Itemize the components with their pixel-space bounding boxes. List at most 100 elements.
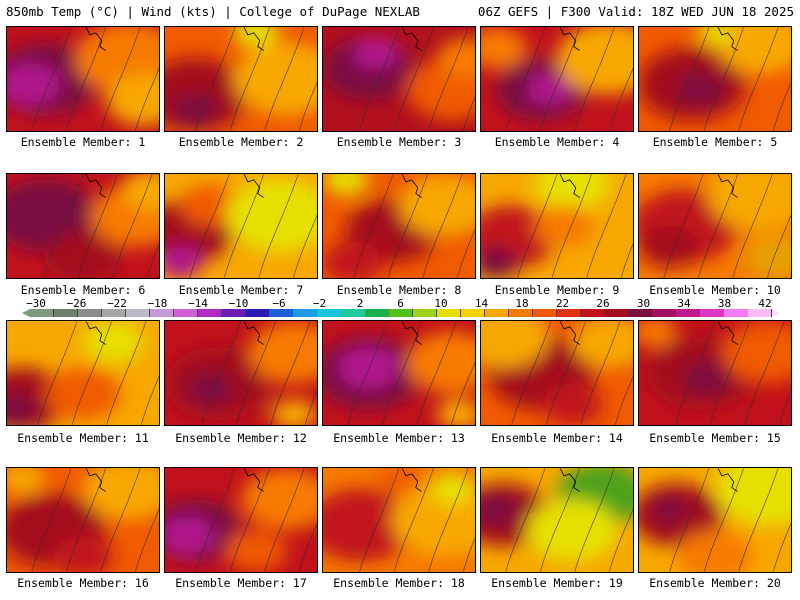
temperature-region [7,468,45,494]
colorbar-segment [125,309,151,317]
colorbar-segment [748,309,773,317]
isotherm-contour [353,174,394,278]
isotherm-contour [586,174,627,278]
isotherm-contour [703,468,744,572]
colorbar-segment [484,309,510,317]
ensemble-map-panel [164,320,318,426]
colorbar-tick-label: −22 [107,297,127,310]
isotherm-contour [359,27,400,131]
temperature-region [45,231,121,278]
isotherm-contour [620,242,633,278]
temperature-region [165,516,216,555]
isotherm-contour [574,468,615,572]
temperature-region [225,179,317,252]
colorbar-tick-label: −30 [26,297,46,310]
isotherm-contour [258,174,299,278]
temperature-region [722,321,791,384]
coastline [243,27,264,51]
ensemble-member-label: Ensemble Member: 4 [494,135,620,149]
colorbar-tick-label: 14 [474,297,489,310]
temperature-field [165,468,317,572]
ensemble-member-label: Ensemble Member: 2 [178,135,304,149]
isotherm-contour [738,468,779,572]
isotherm-contour [778,389,791,425]
temperature-field [639,27,791,131]
colorbar-segment [412,309,438,317]
colorbar-segment [221,309,246,317]
temperature-region [248,321,317,384]
temperature-region [707,174,791,232]
coastline [559,468,580,492]
coastline [559,321,580,345]
colorbar-segment [317,309,342,317]
temperature-region [534,205,595,247]
ensemble-map-panel [638,320,792,426]
colorbar-segment [556,309,581,317]
temperature-field [323,174,475,278]
coastline [401,27,422,51]
temperature-region [526,499,618,562]
temperature-region [83,468,159,520]
ensemble-map-panel [638,467,792,573]
temperature-region [481,246,519,278]
temperature-region [677,530,753,572]
temperature-region [353,37,399,69]
ensemble-map-panel [480,26,634,132]
ensemble-member-label: Ensemble Member: 19 [491,576,623,590]
temperature-field [323,321,475,425]
ensemble-member-label: Ensemble Member: 14 [491,431,623,445]
model-run-info: 06Z GEFS | F300 Valid: 18Z WED JUN 18 20… [477,4,794,19]
isotherm-contour [298,81,317,131]
temperature-region [105,73,159,126]
ensemble-member-label: Ensemble Member: 20 [649,576,781,590]
isotherm-contour [43,174,84,278]
coastline [85,174,106,198]
temperature-field [7,468,159,572]
colorbar-segment [460,309,486,317]
colorbar-segment [628,309,653,317]
isotherm-contour [545,321,586,425]
ensemble-member-label: Ensemble Member: 11 [17,431,149,445]
ensemble-map-panel [638,173,792,279]
isotherm-contour [675,321,716,425]
ensemble-member-label: Ensemble Member: 12 [175,431,307,445]
coastline [243,468,264,492]
ensemble-member-label: Ensemble Member: 5 [652,135,778,149]
ensemble-map-panel [6,467,160,573]
isotherm-contour [298,522,317,572]
temperature-region [323,241,384,278]
colorbar-segment [341,309,366,317]
colorbar-segment [580,309,605,317]
isotherm-contour [31,27,72,131]
coastline [559,174,580,198]
colorbar-tick-label: 38 [717,297,732,310]
isotherm-contour [614,375,633,425]
isotherm-contour [304,389,317,425]
ensemble-map-panel [322,26,476,132]
colorbar-tick-label: 42 [758,297,772,310]
colorbar-tick-label: 10 [434,297,448,310]
isotherm-contour [77,174,118,278]
temperature-region [429,473,475,505]
colorbar-segment [676,309,701,317]
temperature-region [639,226,700,268]
ensemble-member-label: Ensemble Member: 17 [175,576,307,590]
temperature-field [481,321,633,425]
temperature-region [52,535,114,572]
temperature-region [526,73,573,105]
isotherm-contour [100,27,141,131]
ensemble-map-panel [322,320,476,426]
colorbar-segment [53,309,79,317]
colorbar-segment [245,309,270,317]
temperature-region [399,174,475,237]
colorbar-tick-label: 2 [356,297,364,310]
ensemble-member-label: Ensemble Member: 15 [649,431,781,445]
colorbar-segment [365,309,390,317]
temperature-field [481,468,633,572]
coastline [85,321,106,345]
isotherm-contour [744,321,785,425]
product-title: 850mb Temp (°C) | Wind (kts) | College o… [6,4,420,19]
isotherm-contour [100,468,141,572]
isotherm-contour [347,321,388,425]
isotherm-contour [608,508,633,572]
